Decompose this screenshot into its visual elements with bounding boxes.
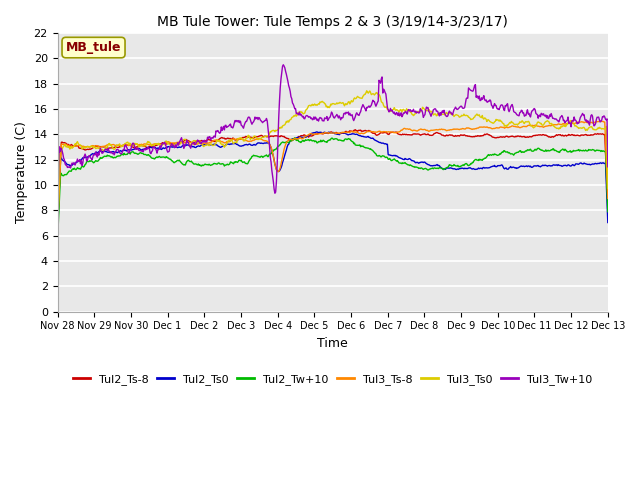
Text: MB_tule: MB_tule	[66, 41, 122, 54]
Y-axis label: Temperature (C): Temperature (C)	[15, 121, 28, 223]
Title: MB Tule Tower: Tule Temps 2 & 3 (3/19/14-3/23/17): MB Tule Tower: Tule Temps 2 & 3 (3/19/14…	[157, 15, 508, 29]
X-axis label: Time: Time	[317, 337, 348, 350]
Legend: Tul2_Ts-8, Tul2_Ts0, Tul2_Tw+10, Tul3_Ts-8, Tul3_Ts0, Tul3_Tw+10: Tul2_Ts-8, Tul2_Ts0, Tul2_Tw+10, Tul3_Ts…	[68, 370, 596, 390]
